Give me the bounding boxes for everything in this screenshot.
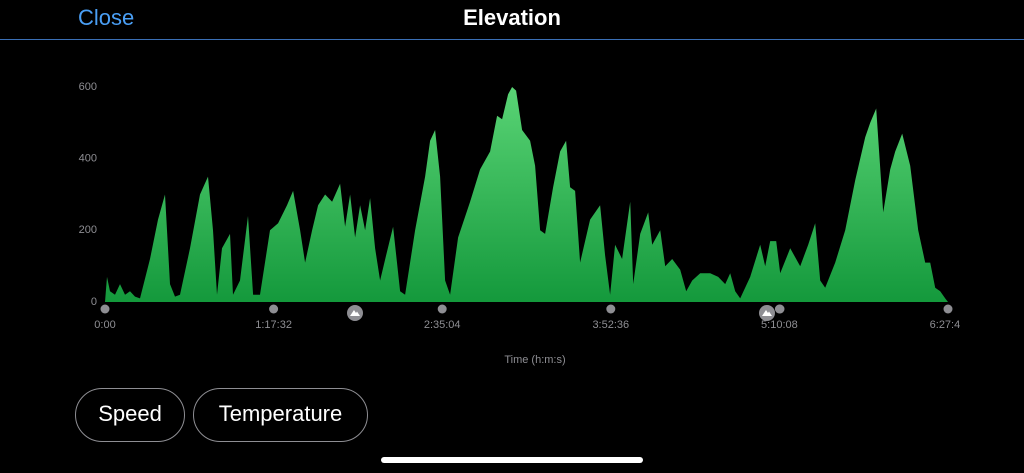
x-tick-label: 1:17:32 — [255, 319, 292, 331]
y-tick-label: 0 — [91, 296, 97, 308]
plot: 0:00 1:17:32 2:35:04 3:52:36 5:10:08 6:27:40 — [94, 87, 967, 331]
elevation-area — [105, 87, 948, 302]
y-tick-label: 200 — [79, 224, 97, 236]
home-indicator — [381, 457, 643, 463]
x-tick-label: 3:52:36 — [592, 319, 629, 331]
x-tick-mark — [606, 304, 616, 314]
x-tick-mark — [269, 304, 279, 314]
y-tick-label: 600 — [79, 81, 97, 93]
x-tick-label: 2:35:04 — [424, 319, 461, 331]
y-tick-label: 400 — [79, 153, 97, 165]
speed-button-label[interactable]: Speed — [98, 401, 162, 426]
close-button[interactable]: Close — [78, 5, 134, 30]
temperature-button-label[interactable]: Temperature — [219, 401, 343, 426]
x-tick-label: 0:00 — [94, 319, 115, 331]
summit-icon — [347, 305, 363, 321]
speed-button[interactable] — [75, 388, 185, 442]
x-tick-mark — [943, 304, 953, 314]
x-tick-label: 5:10:08 — [761, 319, 798, 331]
x-tick-mark — [100, 304, 110, 314]
temperature-button[interactable] — [193, 388, 368, 442]
x-tick-label: 6:27:40 — [930, 319, 967, 331]
x-axis-label: Time (h:m:s) — [504, 354, 565, 366]
title: Elevation — [463, 5, 561, 30]
marker-dot — [775, 304, 785, 314]
x-tick-mark — [437, 304, 447, 314]
summit-icon — [759, 305, 775, 321]
